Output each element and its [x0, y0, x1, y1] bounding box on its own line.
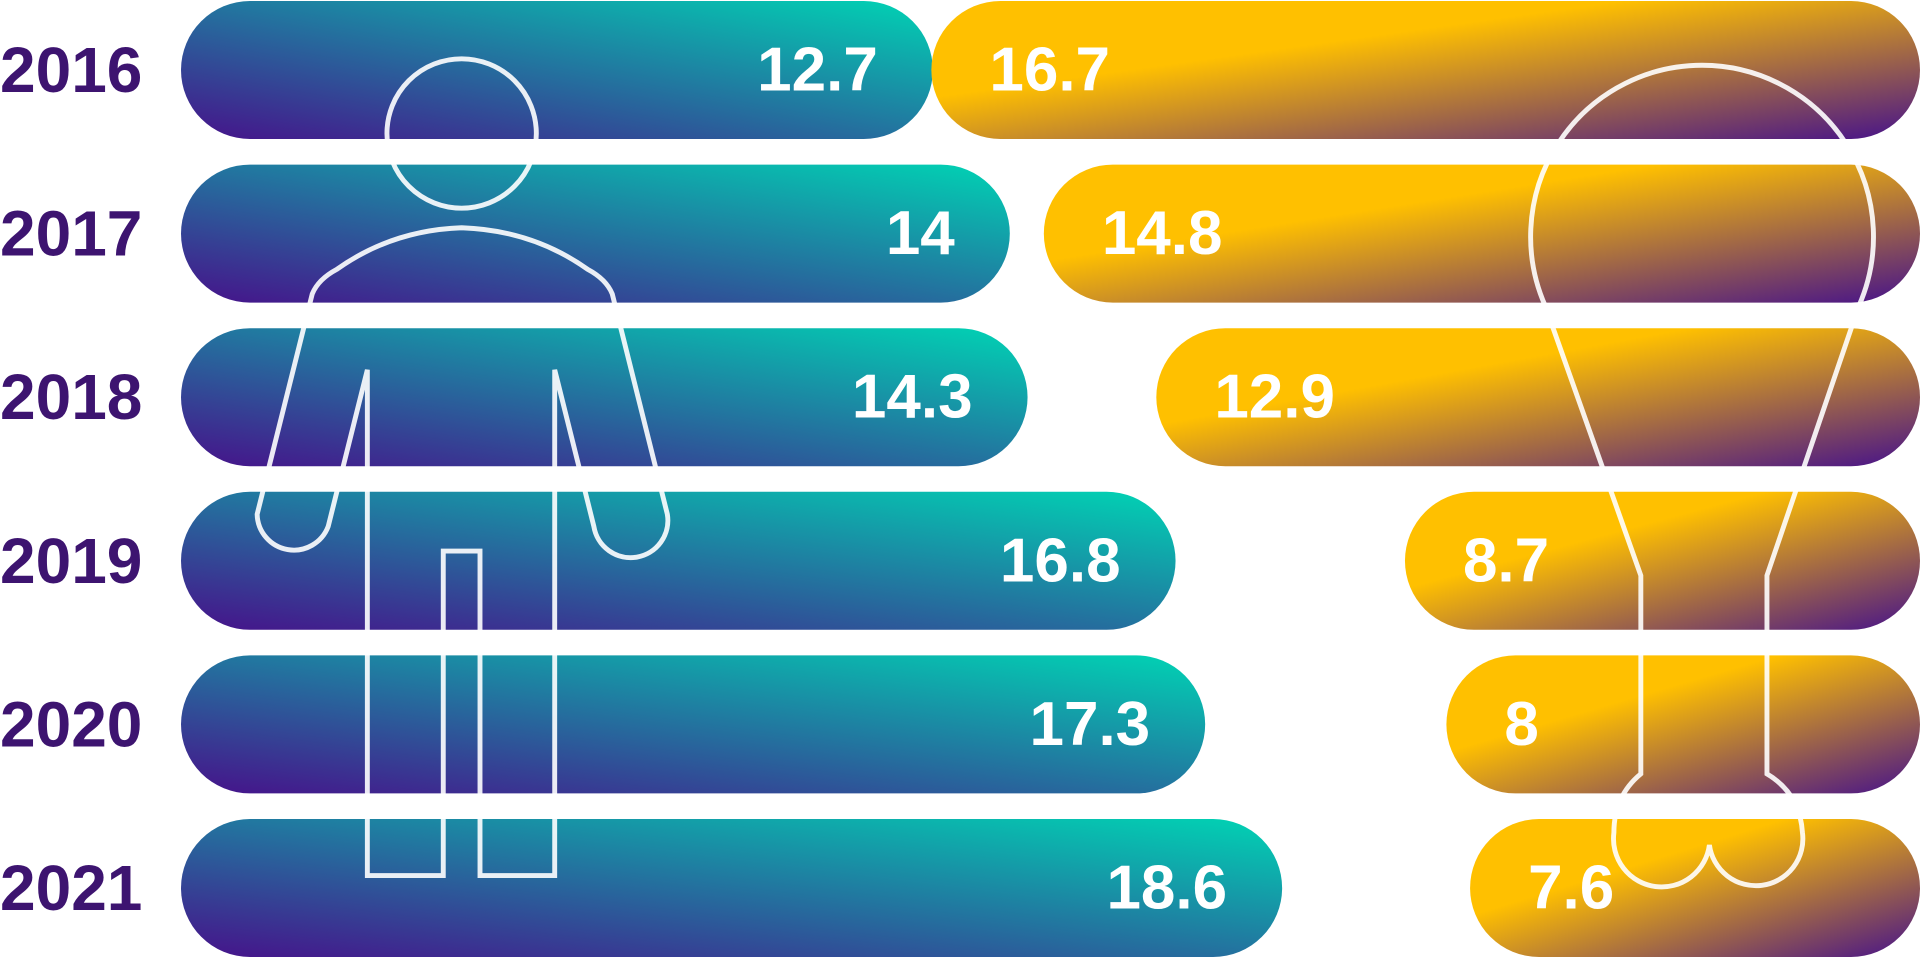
value-label: 12.9	[1214, 363, 1335, 432]
person-head	[384, 56, 539, 211]
value-label: 7.6	[1528, 854, 1614, 923]
bar	[181, 819, 1283, 957]
year-label: 2016	[0, 34, 142, 106]
bar	[1043, 164, 1920, 303]
bar	[1404, 491, 1920, 630]
bar	[181, 164, 1010, 303]
value-label: 12.7	[757, 36, 878, 105]
year-label: 2018	[0, 361, 142, 433]
value-label: 14.3	[852, 363, 973, 432]
icons	[254, 56, 1876, 890]
person-body	[254, 225, 671, 878]
bar	[181, 491, 1176, 630]
value-label: 8	[1504, 690, 1538, 759]
bar	[1446, 655, 1920, 794]
value-label: 17.3	[1029, 690, 1150, 759]
year-label: 2019	[0, 525, 142, 597]
bar	[181, 1, 933, 139]
value-label: 16.8	[1000, 526, 1121, 595]
ice-cream	[1528, 62, 1876, 890]
value-label: 16.7	[989, 36, 1110, 105]
value-label: 14.8	[1102, 199, 1223, 268]
bars	[181, 1, 1920, 957]
value-label: 18.6	[1106, 854, 1227, 923]
bar	[1470, 819, 1920, 957]
year-label: 2020	[0, 688, 142, 760]
value-label: 8.7	[1463, 526, 1549, 595]
year-label: 2021	[0, 852, 142, 924]
year-label: 2017	[0, 198, 142, 270]
bar	[181, 655, 1206, 794]
bar	[181, 328, 1028, 467]
value-label: 14	[886, 199, 955, 268]
bar	[1156, 328, 1920, 467]
bar	[931, 1, 1920, 139]
